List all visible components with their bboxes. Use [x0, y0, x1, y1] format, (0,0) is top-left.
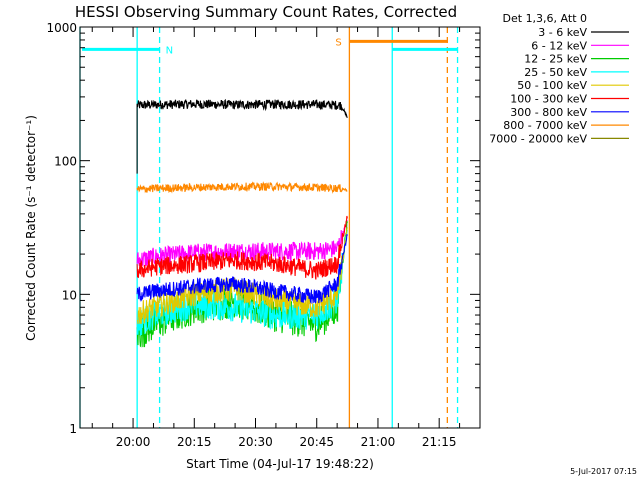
legend-label: 100 - 300 keV [510, 93, 587, 106]
plot-frame [79, 26, 481, 429]
legend-label: 3 - 6 keV [538, 26, 587, 39]
x-tick-label: 21:00 [361, 435, 396, 449]
series-group [136, 98, 348, 348]
x-tick-label: 20:45 [299, 435, 334, 449]
y-tick-label: 10 [62, 288, 77, 302]
x-axis: 20:00 20:15 20:30 20:45 21:00 21:15 [91, 27, 481, 449]
x-tick-label: 20:00 [116, 435, 151, 449]
y-axis: 1 10 100 1000 [46, 21, 480, 436]
y-axis-label: Corrected Count Rate (s⁻¹ detector⁻¹) [24, 115, 38, 341]
x-axis-label: Start Time (04-Jul-17 19:48:22) [186, 457, 374, 471]
series-line [136, 181, 348, 194]
flag-label-s: S [335, 37, 341, 48]
legend-label: 6 - 12 keV [531, 39, 587, 52]
generation-timestamp: 5-Jul-2017 07:15 [570, 467, 637, 476]
legend-label: 25 - 50 keV [524, 66, 587, 79]
legend-label: 300 - 800 keV [510, 106, 587, 119]
legend-title: Det 1,3,6, Att 0 [503, 12, 587, 25]
series-line [136, 234, 348, 305]
y-tick-label: 1 [69, 422, 77, 436]
flag-bars: NS [82, 37, 458, 56]
y-tick-label: 1000 [46, 21, 77, 35]
series-line [136, 98, 348, 174]
y-tick-label: 100 [54, 155, 77, 169]
series-line [136, 215, 348, 280]
legend-label: 50 - 100 keV [517, 79, 587, 92]
x-tick-label: 20:15 [177, 435, 212, 449]
legend-label: 12 - 25 keV [524, 53, 587, 66]
x-tick-label: 21:15 [422, 435, 457, 449]
flag-label-n: N [166, 45, 173, 56]
legend-label: 800 - 7000 keV [503, 119, 587, 132]
series-line [136, 218, 348, 269]
x-tick-label: 20:30 [238, 435, 273, 449]
chart-title: HESSI Observing Summary Count Rates, Cor… [75, 3, 457, 21]
time-marker-lines [79, 27, 459, 428]
legend-label: 7000 - 20000 keV [489, 132, 587, 145]
